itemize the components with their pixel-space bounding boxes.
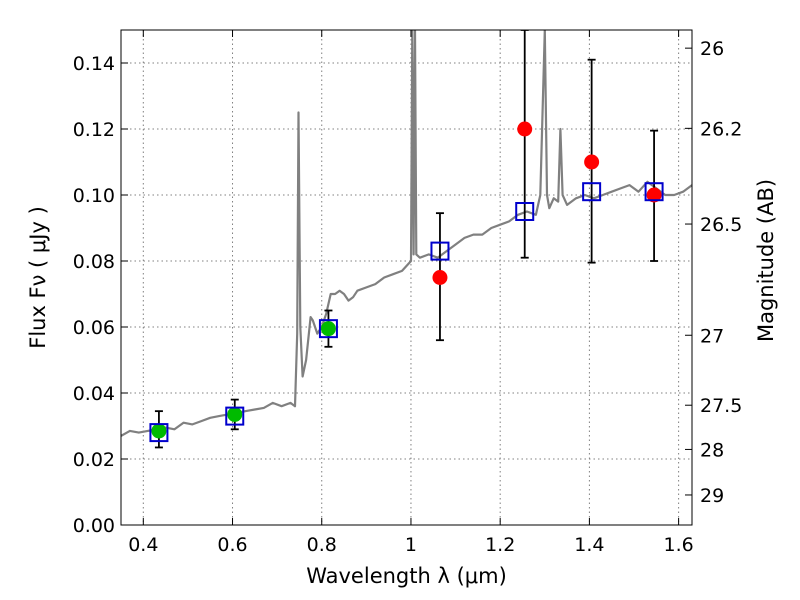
x-axis-label: Wavelength λ (μm) [306,564,507,588]
model-band-flux-square [515,202,535,221]
x-tick-label: 0.4 [128,534,158,556]
x-tick-label: 1 [405,534,417,556]
x-tick-label: 0.8 [307,534,337,556]
model-spectrum-line [121,30,692,437]
y-tick-label: 0.02 [73,449,115,471]
model-band-flux-square [582,182,602,202]
y-tick-label: 0.00 [73,515,115,537]
right-axis-label: Magnitude (AB) [754,179,778,342]
plot-area [121,30,692,449]
y-tick-label: 0.08 [73,251,115,273]
model-band-flux-square [225,406,245,426]
data-point [320,321,336,337]
mag-tick-label: 26.2 [700,118,742,140]
mag-tick-label: 26 [700,38,724,60]
x-tick-label: 0.6 [217,534,247,556]
x-tick-label: 1.6 [664,534,694,556]
axis-ticks: 0.4 0.6 0.8 1 1.2 1.4 1.6 0.00 0.02 0.04 0.06 0.08 0… [73,30,742,556]
data-point [646,187,662,203]
model-band-flux-square [318,319,338,339]
model-band-flux-square [149,423,169,443]
data-point [432,270,448,285]
model-band-flux-square [430,241,450,261]
data-point [517,121,533,137]
data-point [227,406,243,422]
mag-tick-label: 28 [700,439,724,461]
x-tick-label: 1.4 [574,534,604,556]
mag-tick-label: 27.5 [700,395,742,417]
y-tick-label: 0.04 [73,383,115,405]
data-point [151,423,167,439]
plot-frame [120,29,693,526]
y-tick-label: 0.06 [73,317,115,339]
y-tick-label: 0.10 [73,185,115,207]
mag-tick-label: 26.5 [700,214,742,236]
y-tick-label: 0.14 [73,53,115,75]
grid [121,30,692,526]
mag-tick-label: 27 [700,325,724,347]
model-band-flux-square [644,182,664,202]
x-tick-label: 1.2 [485,534,515,556]
mag-tick-label: 29 [700,485,724,507]
y-axis-label: Flux Fν ( μJy ) [26,206,50,349]
data-point [584,154,600,170]
y-tick-label: 0.12 [73,119,115,141]
